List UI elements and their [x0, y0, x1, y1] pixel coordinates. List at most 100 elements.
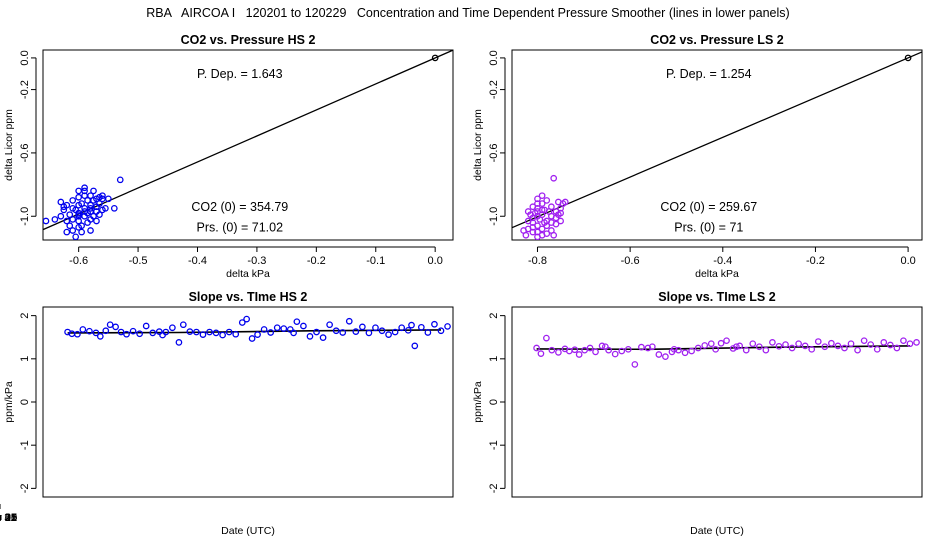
panel-ls_time: Slope vs. TIme LS 2 Jan 31Feb 05Feb 10Feb…: [0, 290, 923, 537]
y-tick-label: -1.0: [19, 207, 31, 226]
x-tick-label: Mar 01: [0, 512, 17, 524]
data-point: [206, 328, 213, 336]
panel-title: CO2 vs. Pressure LS 2: [650, 33, 783, 47]
data-point: [873, 345, 881, 353]
data-point: [555, 348, 562, 356]
y-axis-label: delta Licor ppm: [3, 109, 15, 181]
annotation: Prs. (0) = 71: [674, 221, 743, 235]
plot-area: [512, 51, 922, 240]
data-point: [534, 195, 541, 203]
data-point: [372, 324, 379, 332]
data-point: [631, 361, 639, 368]
x-tick-label: Feb 25: [0, 512, 17, 524]
data-point: [149, 329, 157, 337]
data-point: [72, 233, 80, 240]
x-tick-label: Feb 05: [0, 512, 17, 524]
data-point: [352, 328, 360, 335]
y-tick-label: -2: [488, 483, 500, 493]
annotation: Prs. (0) = 71.02: [197, 221, 284, 235]
y-tick-label: 2: [19, 313, 31, 319]
data-point: [860, 337, 868, 345]
panel-hs_time: Slope vs. TIme HS 2 Jan 31Feb 05Feb 10Feb…: [0, 290, 454, 537]
data-point: [543, 197, 551, 204]
x-tick-label: Feb 10: [0, 512, 17, 524]
panel-hs_pressure: CO2 vs. Pressure HS 2 -0.6 -0.5 -0.4 -0.3 -0.…: [3, 33, 454, 280]
x-axis-label: Date (UTC): [690, 525, 744, 537]
data-point: [775, 342, 783, 350]
data-point: [543, 230, 551, 238]
x-tick-label: 0.0: [428, 255, 443, 267]
data-point: [605, 346, 612, 354]
data-point: [828, 339, 835, 347]
y-tick-label: 0: [19, 399, 31, 405]
plot-frame: [511, 49, 923, 241]
data-point: [159, 331, 166, 339]
data-point: [87, 227, 94, 234]
data-point: [79, 326, 87, 333]
data-point: [444, 323, 451, 330]
data-point: [769, 339, 776, 346]
data-point: [69, 204, 77, 212]
y-tick-label: -0.6: [19, 143, 31, 162]
data-point: [411, 342, 419, 350]
data-point: [193, 328, 200, 336]
data-point: [260, 326, 268, 333]
data-point: [701, 342, 709, 349]
data-point: [93, 217, 100, 225]
annotation: P. Dep. = 1.643: [197, 67, 283, 81]
data-point: [142, 322, 150, 330]
data-point: [169, 324, 176, 332]
data-point: [602, 343, 609, 351]
data-point: [762, 346, 770, 354]
data-point: [84, 209, 91, 217]
data-point: [232, 330, 240, 338]
data-point: [598, 342, 606, 350]
data-point: [821, 343, 829, 351]
data-point: [536, 216, 544, 223]
data-point: [136, 330, 143, 338]
data-point: [116, 176, 124, 184]
x-tick-label: -0.6: [621, 255, 640, 267]
data-point: [670, 345, 678, 353]
annotation: CO2 (0) = 354.79: [191, 200, 288, 214]
data-point: [69, 227, 77, 234]
data-point: [529, 228, 537, 236]
data-point: [66, 222, 74, 230]
data-point: [326, 321, 333, 329]
data-point: [550, 231, 558, 239]
data-point: [618, 347, 626, 355]
data-point: [155, 328, 163, 335]
data-point: [688, 347, 695, 355]
data-point: [219, 331, 226, 339]
data-point: [212, 329, 220, 337]
data-point: [129, 327, 137, 335]
x-axis-label: delta kPa: [695, 268, 739, 280]
data-point: [814, 338, 822, 345]
data-point: [175, 339, 183, 346]
data-point: [624, 345, 632, 353]
y-tick-label: -1.0: [488, 207, 500, 226]
data-point: [378, 327, 386, 335]
x-tick-label: -0.3: [247, 255, 266, 267]
data-point: [112, 323, 119, 331]
data-point: [545, 208, 553, 215]
data-point: [808, 345, 816, 353]
data-point: [359, 323, 366, 331]
y-tick-label: -0.6: [488, 143, 500, 162]
x-tick-label: Feb 15: [0, 512, 17, 524]
y-axis-label: ppm/kPa: [3, 381, 15, 423]
data-point: [437, 327, 445, 335]
data-point: [611, 350, 619, 358]
data-point: [880, 339, 888, 346]
x-tick-label: -0.8: [528, 255, 547, 267]
data-point: [729, 345, 737, 352]
data-point: [559, 200, 567, 207]
data-point: [788, 344, 796, 352]
x-tick-label: Mar 01: [0, 512, 17, 524]
data-point: [90, 187, 97, 195]
data-point: [199, 331, 207, 338]
data-point: [345, 317, 353, 325]
data-point: [75, 201, 83, 209]
data-point: [51, 216, 59, 223]
data-point: [548, 346, 556, 354]
